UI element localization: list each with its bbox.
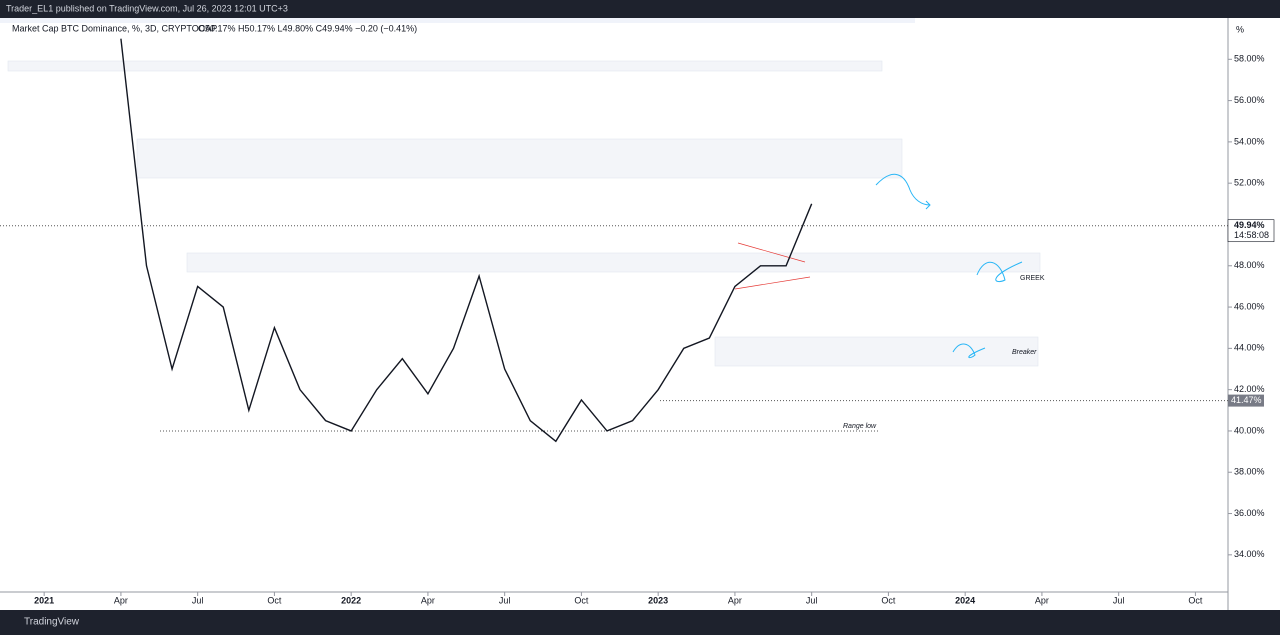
y-tick-label: 38.00% xyxy=(1234,467,1265,477)
y-tick-label: 56.00% xyxy=(1234,95,1265,105)
level-label: 41.47% xyxy=(1231,395,1262,405)
x-tick-label: 2023 xyxy=(648,595,668,605)
annotation: Range low xyxy=(843,423,877,430)
x-tick-label: Apr xyxy=(728,595,742,605)
publisher: Trader_EL1 published on TradingView.com,… xyxy=(6,3,288,13)
y-tick-label: 54.00% xyxy=(1234,136,1265,146)
zones xyxy=(7,60,1041,367)
y-tick-label: 58.00% xyxy=(1234,54,1265,64)
x-tick-label: Apr xyxy=(1035,595,1049,605)
ohlc: O50.17% H50.17% L49.80% C49.94% −0.20 (−… xyxy=(198,23,417,33)
price-line xyxy=(120,38,813,443)
x-tick-label: 2024 xyxy=(955,595,975,605)
level-box xyxy=(1228,394,1264,407)
x-tick-label: Oct xyxy=(267,595,282,605)
sketches xyxy=(875,173,1023,359)
annotation: Breaker xyxy=(1012,349,1037,356)
x-tick-label: Oct xyxy=(574,595,589,605)
axis-unit: % xyxy=(1236,24,1244,34)
x-tick-label: 2022 xyxy=(341,595,361,605)
symbol-title: Market Cap BTC Dominance, %, 3D, CRYPTOC… xyxy=(12,23,217,33)
footer xyxy=(0,610,1280,635)
y-tick-label: 46.00% xyxy=(1234,301,1265,311)
countdown: 14:58:08 xyxy=(1234,230,1269,240)
x-tick-label: Jul xyxy=(192,595,204,605)
y-tick-label: 34.00% xyxy=(1234,549,1265,559)
x-tick-label: 2021 xyxy=(34,595,54,605)
x-tick-label: Oct xyxy=(881,595,896,605)
y-tick-label: 52.00% xyxy=(1234,178,1265,188)
x-tick-label: Oct xyxy=(1188,595,1203,605)
last-price-label: 49.94% xyxy=(1234,220,1265,230)
x-tick-label: Jul xyxy=(1113,595,1125,605)
x-tick-label: Jul xyxy=(806,595,818,605)
y-tick-label: 44.00% xyxy=(1234,343,1265,353)
last-price-box xyxy=(1227,219,1275,243)
y-tick-label: 36.00% xyxy=(1234,508,1265,518)
x-tick-label: Apr xyxy=(114,595,128,605)
y-tick-label: 40.00% xyxy=(1234,425,1265,435)
y-tick-label: 42.00% xyxy=(1234,384,1265,394)
brand: TradingView xyxy=(24,617,80,628)
annotation: GREEK xyxy=(1020,275,1045,282)
y-tick-label: 48.00% xyxy=(1234,260,1265,270)
x-tick-label: Apr xyxy=(421,595,435,605)
triangle xyxy=(734,242,811,290)
top-strip xyxy=(0,18,915,23)
top-bar xyxy=(0,0,1280,18)
x-tick-label: Jul xyxy=(499,595,511,605)
